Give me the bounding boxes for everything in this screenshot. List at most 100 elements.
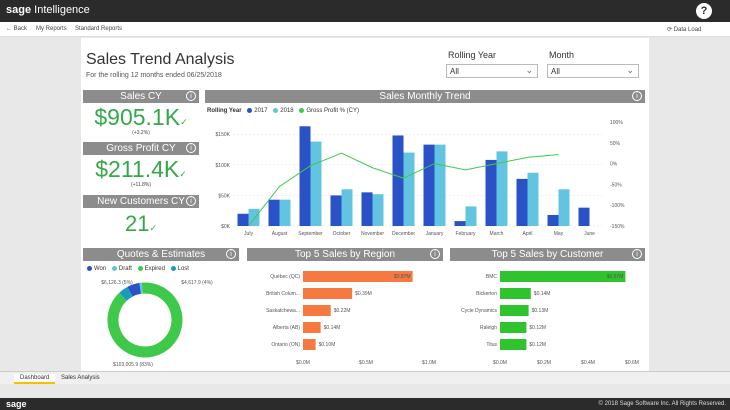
category-label: Bickerton: [476, 291, 497, 297]
bar: [303, 271, 413, 282]
category-label: Ontario (ON): [271, 342, 300, 348]
bar-2018: [310, 141, 322, 226]
x-tick-label: $0.0M: [493, 360, 507, 366]
category-label: Cycle Dynamics: [461, 308, 497, 314]
bar-2018: [403, 152, 415, 226]
bar-2018: [372, 194, 384, 226]
quotes-donut-chart: $6,126.3 (5%) $4,617.9 (4%) $103,005.9 (83…: [101, 280, 213, 368]
value-label: $0.12M: [529, 325, 546, 331]
bar-2017: [547, 214, 559, 226]
y2-tick-label: -50%: [610, 182, 622, 188]
value-label: $0.57M: [607, 274, 624, 280]
bar-2018: [279, 199, 291, 226]
category-label: BMC: [486, 274, 498, 280]
bar: [500, 305, 529, 316]
info-icon[interactable]: i: [186, 143, 196, 153]
quotes-header: Quotes & Estimates i: [83, 248, 239, 261]
slice-label: $6,126.3 (5%): [101, 280, 133, 286]
monthly-trend-header: Sales Monthly Trend i: [205, 90, 645, 103]
value-label: $0.13M: [532, 308, 549, 314]
y-tick-label: $100K: [216, 163, 231, 169]
bar-2017: [392, 135, 404, 226]
info-icon[interactable]: i: [226, 249, 236, 259]
sales-cy-header: Sales CY i: [83, 90, 199, 103]
top-region-chart: Québec (QC) $0.87M British Colum... $0.39M S…: [266, 271, 436, 366]
x-tick-label: October: [333, 231, 351, 237]
bar: [303, 339, 316, 350]
check-icon: ✓: [179, 169, 187, 179]
info-icon[interactable]: i: [632, 249, 642, 259]
slice-lost: [119, 286, 133, 301]
report-canvas: Sales Trend Analysis For the rolling 12 …: [81, 38, 649, 371]
value-label: $0.39M: [355, 291, 372, 297]
y-tick-label: $50K: [218, 193, 230, 199]
category-label: Raleigh: [480, 325, 497, 331]
value-label: $0.87M: [394, 274, 411, 280]
info-icon[interactable]: i: [186, 91, 196, 101]
quotes-legend: Won Draft Expired Lost: [83, 266, 189, 272]
standard-reports-link[interactable]: Standard Reports: [75, 26, 123, 32]
top-customer-chart: BMC $0.57M Bickerton $0.14M Cycle Dynamics $0…: [461, 271, 639, 366]
info-icon[interactable]: i: [632, 91, 642, 101]
gross-profit-value: $211.4K✓: [95, 156, 187, 182]
bar-2017: [330, 195, 342, 226]
bar: [500, 322, 527, 333]
tab-dashboard[interactable]: Dashboard: [14, 374, 56, 384]
rolling-year-label: Rolling Year: [448, 50, 497, 60]
value-label: $0.14M: [324, 325, 341, 331]
monthly-trend-chart: $150K $100K $50K $0K 100% 50% 0% -50% -100% -150%…: [216, 120, 625, 237]
sales-cy-change: (+3.2%): [132, 130, 150, 136]
check-icon: ✓: [149, 223, 158, 233]
bar: [500, 271, 626, 282]
bar-2018: [341, 189, 353, 226]
info-icon[interactable]: i: [430, 249, 440, 259]
slice-won: [127, 282, 142, 297]
value-label: $0.10M: [319, 342, 336, 348]
value-label: $0.12M: [529, 342, 546, 348]
x-tick-label: February: [455, 231, 476, 237]
y2-tick-label: 50%: [610, 141, 621, 147]
bar-2017: [237, 213, 249, 226]
x-tick-label: $0.2M: [537, 360, 551, 366]
footer: sage © 2018 Sage Software Inc. All Right…: [0, 398, 730, 410]
bar-2017: [299, 126, 311, 226]
x-tick-label: November: [361, 231, 384, 237]
bar-2017: [268, 199, 280, 226]
check-icon: ✓: [180, 117, 188, 127]
x-tick-label: April: [522, 231, 532, 237]
nav-bar: ← Back My Reports Standard Reports ⟳ Dat…: [0, 22, 730, 37]
top-customer-header: Top 5 Sales by Customer i: [450, 248, 645, 261]
rolling-year-dropdown[interactable]: All ⌄: [446, 64, 538, 78]
my-reports-link[interactable]: My Reports: [36, 26, 67, 32]
y-tick-label: $150K: [216, 132, 231, 138]
monthly-trend-legend: Rolling Year 2017 2018 Gross Profit % (C…: [207, 108, 359, 115]
bar-2017: [423, 144, 435, 226]
help-icon[interactable]: ?: [696, 3, 712, 19]
report-tabs: Dashboard Sales Analysis: [0, 371, 730, 384]
month-label: Month: [549, 50, 575, 60]
page-subtitle: For the rolling 12 months ended 06/25/20…: [86, 72, 222, 79]
x-tick-label: March: [490, 231, 504, 237]
info-icon[interactable]: i: [186, 196, 196, 206]
bar-2018: [496, 151, 508, 226]
data-load-button[interactable]: ⟳ Data Load: [667, 27, 702, 33]
month-dropdown[interactable]: All ⌄: [547, 64, 639, 78]
top-region-header: Top 5 Sales by Region i: [247, 248, 443, 261]
x-tick-label: $0.6M: [625, 360, 639, 366]
back-link[interactable]: ← Back: [6, 26, 28, 32]
x-tick-label: $0.4M: [581, 360, 595, 366]
y2-tick-label: -100%: [610, 203, 625, 209]
category-label: Titus: [486, 342, 497, 348]
y2-tick-label: 100%: [610, 120, 623, 126]
category-label: Alberta (AB): [273, 325, 301, 331]
slice-expired: [107, 282, 183, 358]
value-label: $0.22M: [334, 308, 351, 314]
new-customers-header: New Customers CY i: [83, 195, 199, 208]
tab-sales-analysis[interactable]: Sales Analysis: [61, 375, 100, 381]
bar: [500, 339, 527, 350]
footer-copyright: © 2018 Sage Software Inc. All Rights Res…: [598, 401, 727, 407]
bar-2018: [558, 189, 570, 226]
x-tick-label: June: [584, 231, 595, 237]
bar-2017: [361, 192, 373, 226]
bar-2017: [578, 207, 590, 226]
